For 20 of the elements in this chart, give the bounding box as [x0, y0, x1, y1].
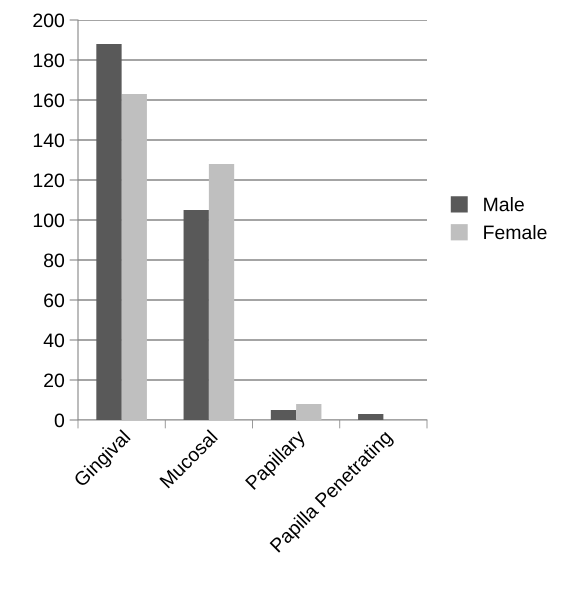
bar [296, 404, 322, 420]
y-tick-label: 180 [34, 53, 64, 68]
y-tick-label: 0 [54, 413, 64, 428]
bar [184, 210, 209, 420]
y-tick-label: 20 [44, 373, 64, 388]
y-tick-label: 160 [34, 93, 64, 108]
bar [96, 44, 122, 420]
legend-label: Male [484, 197, 524, 212]
y-tick-label: 140 [34, 133, 64, 148]
y-tick-label: 60 [44, 293, 64, 308]
legend-label: Female [484, 224, 547, 240]
bar [122, 94, 147, 420]
bar [358, 414, 384, 420]
bar [270, 410, 296, 420]
y-tick-label: 80 [44, 253, 64, 268]
y-tick-label: 100 [34, 213, 64, 228]
y-tick-label: 40 [44, 333, 64, 348]
y-tick-label: 120 [34, 173, 64, 188]
bar [208, 164, 234, 420]
y-tick-label: 200 [33, 13, 64, 28]
